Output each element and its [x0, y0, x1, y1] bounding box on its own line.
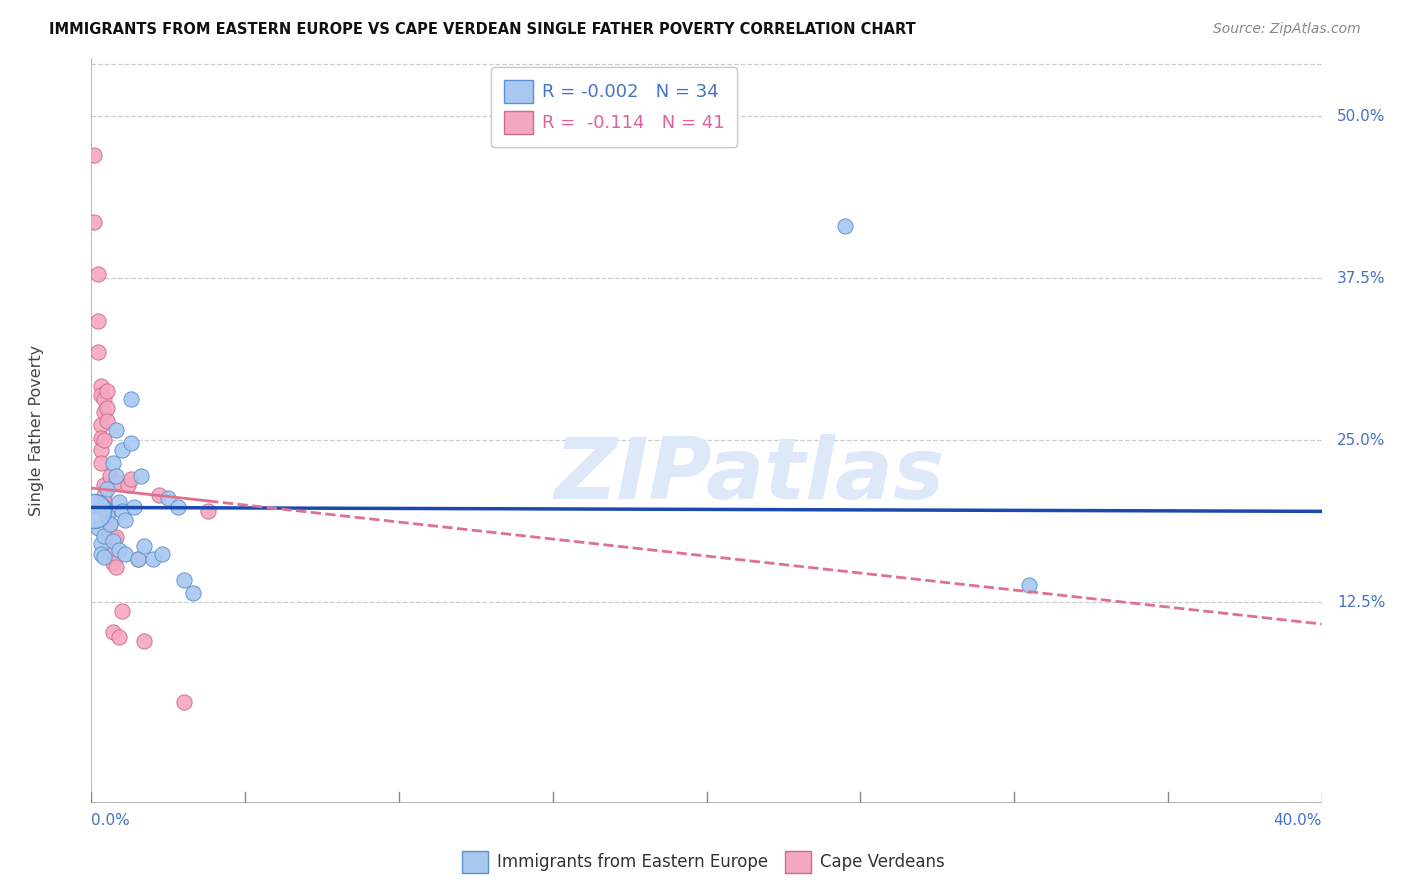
Point [197, 504, 219, 518]
Point [86, 314, 108, 328]
Point [93, 392, 115, 406]
Point [96, 508, 118, 523]
Point [96, 508, 118, 523]
Point [83, 504, 105, 518]
Point [83, 498, 105, 512]
Point [157, 491, 180, 506]
Point [90, 388, 112, 402]
Point [173, 695, 195, 709]
Point [90, 378, 112, 392]
Point [83, 148, 105, 162]
Point [98, 517, 121, 532]
Text: Source: ZipAtlas.com: Source: ZipAtlas.com [1213, 22, 1361, 37]
Point [120, 435, 142, 450]
Text: 12.5%: 12.5% [1337, 595, 1385, 609]
Text: 0.0%: 0.0% [91, 814, 131, 828]
Point [93, 500, 115, 515]
Point [93, 500, 115, 515]
Point [90, 547, 112, 561]
Point [98, 547, 121, 561]
Point [86, 345, 108, 359]
Point [105, 530, 127, 544]
Point [142, 552, 165, 566]
Point [101, 624, 124, 639]
Point [101, 534, 124, 549]
Point [1018, 578, 1040, 592]
Text: ZIPatlas: ZIPatlas [554, 434, 945, 516]
Point [93, 549, 115, 564]
Point [96, 401, 118, 415]
Text: 25.0%: 25.0% [1337, 433, 1385, 448]
Point [124, 500, 146, 515]
Point [93, 433, 115, 447]
Point [120, 472, 142, 486]
Point [114, 513, 136, 527]
Point [111, 504, 134, 518]
Point [108, 495, 131, 509]
Text: 40.0%: 40.0% [1274, 814, 1322, 828]
Point [83, 215, 105, 229]
Point [96, 414, 118, 428]
Point [105, 475, 127, 489]
Legend: R = -0.002   N = 34, R =  -0.114   N = 41: R = -0.002 N = 34, R = -0.114 N = 41 [491, 67, 737, 147]
Text: 50.0%: 50.0% [1337, 109, 1385, 124]
Point [117, 478, 139, 492]
Point [93, 495, 115, 509]
Point [127, 552, 149, 566]
Point [101, 530, 124, 544]
Point [96, 483, 118, 497]
Text: IMMIGRANTS FROM EASTERN EUROPE VS CAPE VERDEAN SINGLE FATHER POVERTY CORRELATION: IMMIGRANTS FROM EASTERN EUROPE VS CAPE V… [49, 22, 915, 37]
Point [129, 469, 152, 483]
Point [98, 469, 121, 483]
Point [181, 586, 204, 600]
Text: 37.5%: 37.5% [1337, 270, 1385, 285]
Point [93, 529, 115, 543]
Point [86, 268, 108, 282]
Point [166, 500, 188, 515]
Point [120, 392, 142, 406]
Point [101, 556, 124, 570]
Point [98, 530, 121, 544]
Point [96, 384, 118, 398]
Text: Single Father Poverty: Single Father Poverty [28, 345, 44, 516]
Point [108, 630, 131, 644]
Point [127, 552, 149, 566]
Point [111, 604, 134, 618]
Legend: Immigrants from Eastern Europe, Cape Verdeans: Immigrants from Eastern Europe, Cape Ver… [456, 845, 950, 880]
Point [108, 543, 131, 558]
Point [105, 423, 127, 437]
Point [114, 547, 136, 561]
Point [90, 537, 112, 551]
Point [90, 430, 112, 444]
Point [132, 633, 155, 648]
Point [105, 469, 127, 483]
Point [101, 457, 124, 471]
Point [132, 539, 155, 553]
Point [834, 219, 856, 234]
Point [90, 457, 112, 471]
Point [90, 417, 112, 432]
Point [93, 487, 115, 501]
Point [98, 517, 121, 532]
Point [173, 573, 195, 587]
Point [148, 487, 170, 501]
Point [150, 547, 173, 561]
Point [86, 521, 108, 535]
Point [111, 443, 134, 458]
Point [105, 560, 127, 574]
Point [90, 443, 112, 458]
Point [93, 478, 115, 492]
Point [93, 404, 115, 418]
